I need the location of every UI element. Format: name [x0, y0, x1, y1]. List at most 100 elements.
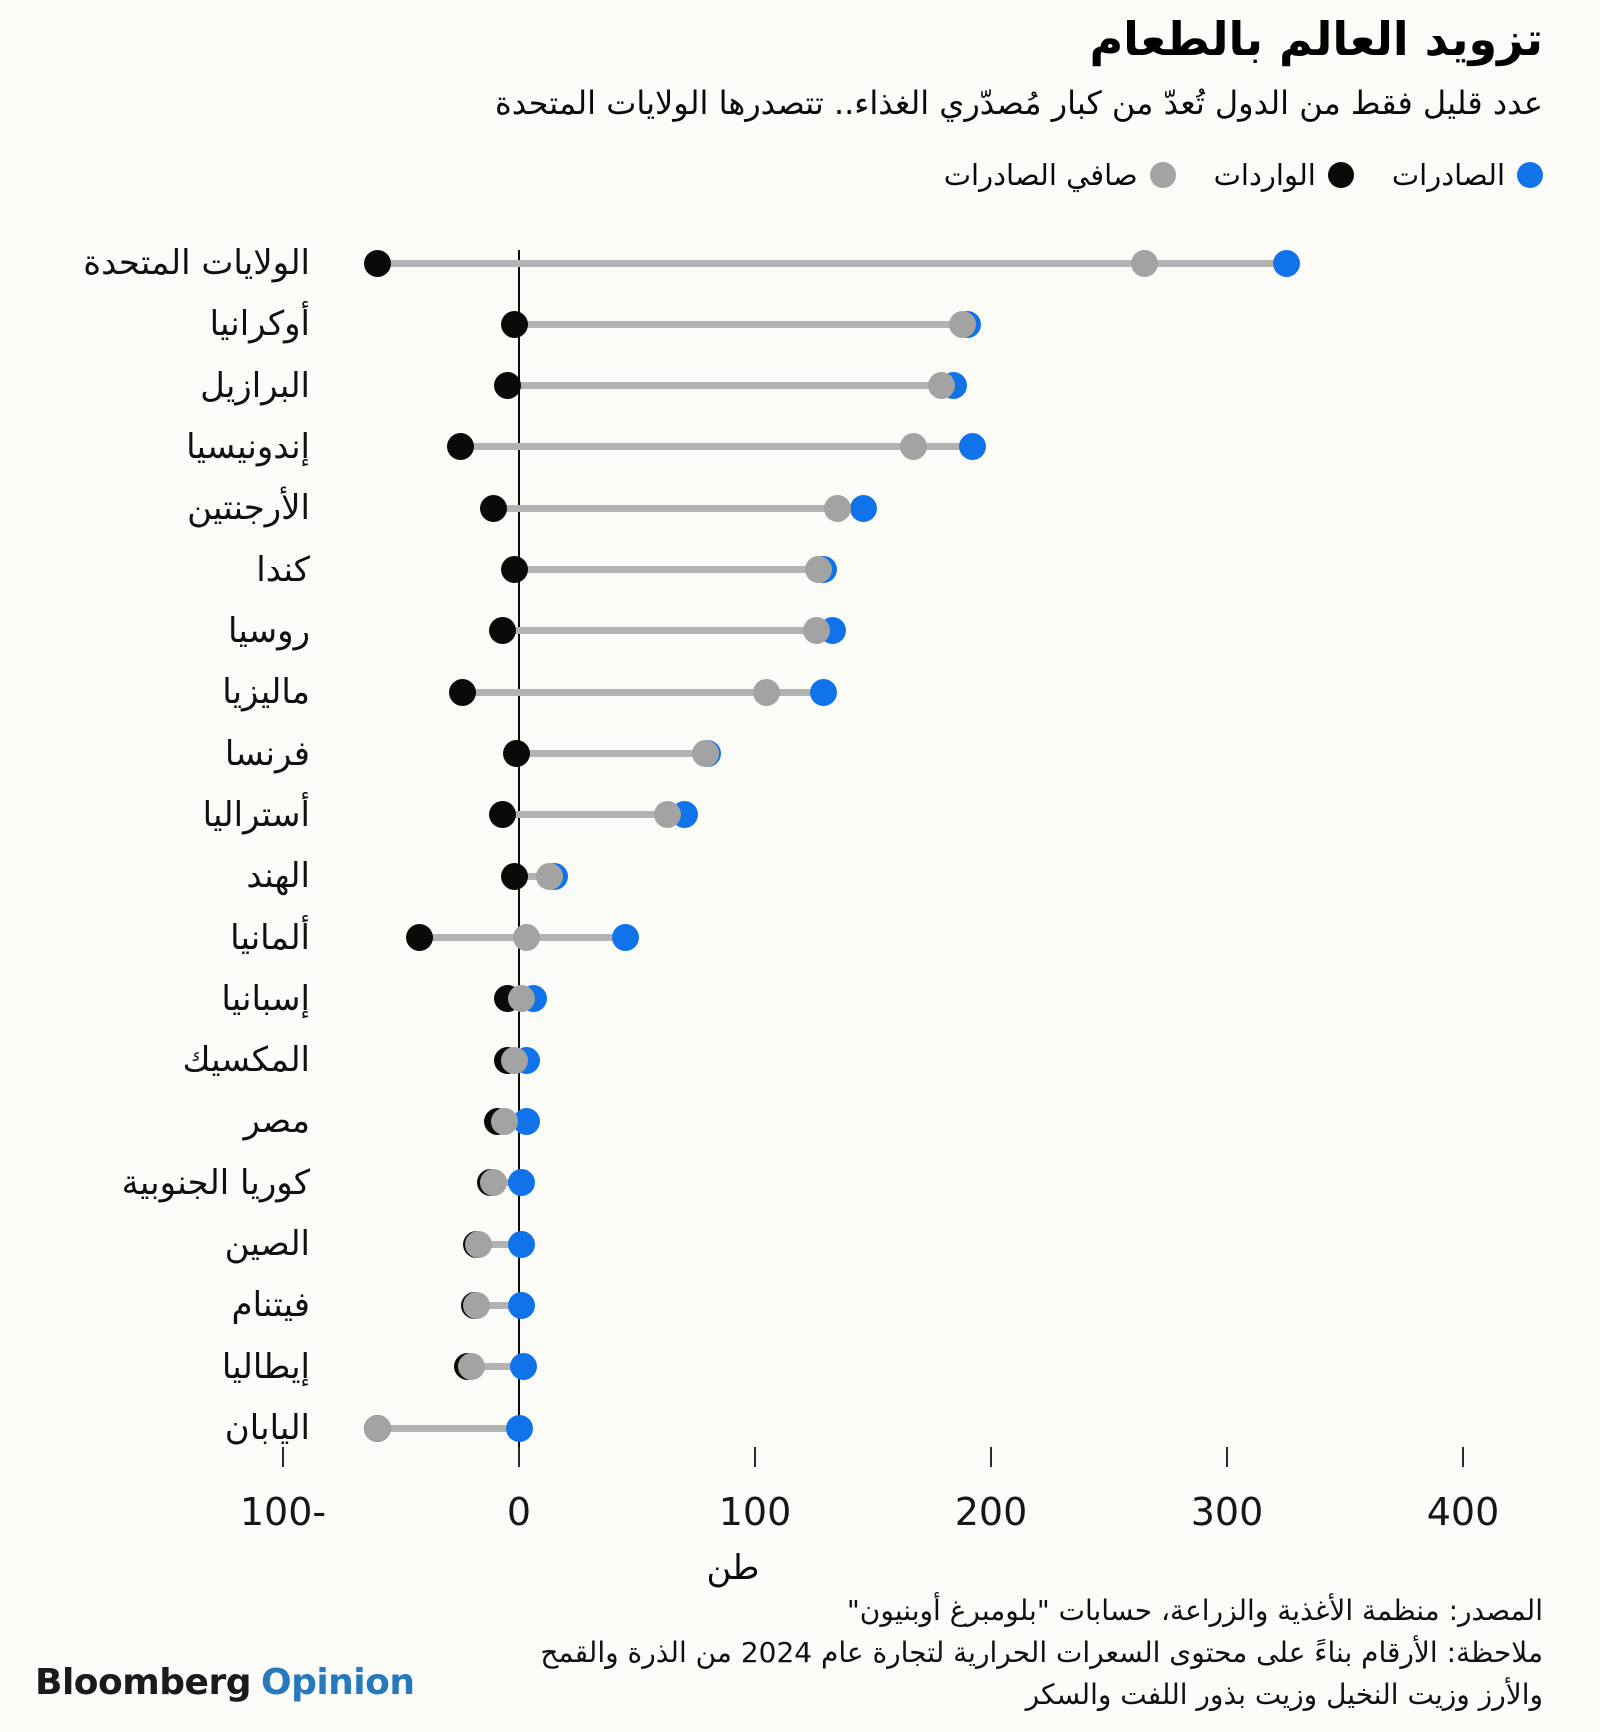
net-dot	[479, 1169, 507, 1197]
stem	[514, 872, 555, 880]
x-tick-label: 400	[1426, 1490, 1500, 1534]
net-dot	[500, 1046, 528, 1074]
country-label: كندا	[256, 549, 310, 590]
country-label: أوكرانيا	[209, 304, 310, 345]
x-tick-label: 100-	[239, 1490, 327, 1534]
footer: المصدر: منظمة الأغذية والزراعة، حسابات "…	[300, 1590, 1543, 1716]
source-note: المصدر: منظمة الأغذية والزراعة، حسابات "…	[846, 1594, 1543, 1627]
country-label: اليابان	[224, 1408, 310, 1449]
legend-label-net-exports: صافي الصادرات	[943, 158, 1138, 192]
legend-label-imports: الواردات	[1213, 158, 1316, 192]
exports-dot	[507, 1230, 535, 1258]
country-label: أستراليا	[202, 794, 310, 835]
stem	[462, 688, 824, 696]
x-axis-title: طن	[706, 1548, 760, 1588]
logo-opinion-text: Opinion	[260, 1662, 415, 1703]
stem	[514, 320, 968, 328]
stem	[502, 811, 685, 819]
net-dot	[654, 801, 682, 829]
net-dot	[927, 372, 955, 400]
net-dot	[507, 985, 535, 1013]
x-tick-label: 0	[506, 1490, 532, 1534]
bloomberg-opinion-logo: Bloomberg Opinion	[35, 1662, 415, 1703]
net-dot	[805, 556, 833, 584]
country-label: ماليزيا	[222, 672, 310, 713]
imports-dot	[446, 433, 474, 461]
x-tick-label: 300	[1190, 1490, 1264, 1534]
country-label: روسيا	[228, 610, 310, 651]
net-dot	[1130, 249, 1158, 277]
country-label: مصر	[243, 1101, 310, 1142]
imports-legend-dot-icon	[1327, 162, 1354, 188]
net-dot	[512, 924, 540, 952]
stem	[460, 443, 973, 451]
net-dot	[802, 617, 830, 645]
legend-item-imports: الواردات	[1214, 158, 1354, 192]
net-exports-legend-dot-icon	[1149, 162, 1176, 188]
imports-dot	[488, 617, 516, 645]
imports-dot	[493, 372, 521, 400]
exports-dot	[505, 1414, 533, 1442]
imports-dot	[500, 310, 528, 338]
country-label: إسبانيا	[221, 978, 310, 1019]
country-label: إيطاليا	[221, 1346, 310, 1387]
country-label: إندونيسيا	[186, 426, 310, 467]
net-dot	[465, 1230, 493, 1258]
exports-dot	[507, 1169, 535, 1197]
x-tick	[517, 1447, 521, 1467]
imports-dot	[500, 556, 528, 584]
x-tick	[753, 1447, 757, 1467]
x-tick	[1225, 1447, 1229, 1467]
exports-dot	[1272, 249, 1300, 277]
zero-axis-line	[517, 250, 521, 1467]
stem	[476, 1240, 522, 1248]
stem	[516, 750, 708, 758]
country-label: ألمانيا	[230, 917, 310, 958]
country-label: الهند	[246, 856, 310, 897]
country-label: الصين	[224, 1224, 310, 1265]
page-title: تزويد العالم بالطعام	[1089, 12, 1543, 66]
legend-label-exports: الصادرات	[1391, 158, 1505, 192]
stem	[493, 504, 864, 512]
net-dot	[949, 310, 977, 338]
exports-dot	[510, 1353, 538, 1381]
x-tick	[1461, 1447, 1465, 1467]
net-dot	[458, 1353, 486, 1381]
net-dot	[491, 1107, 519, 1135]
country-label: المكسيك	[182, 1040, 310, 1081]
x-tick-label: 200	[954, 1490, 1028, 1534]
exports-dot	[507, 1291, 535, 1319]
country-label: فيتنام	[231, 1285, 310, 1326]
x-tick	[281, 1447, 285, 1467]
exports-dot	[611, 924, 639, 952]
stem	[467, 1363, 524, 1371]
subtitle: عدد قليل فقط من الدول تُعدّ من كبار مُصد…	[495, 84, 1543, 122]
country-label: البرازيل	[200, 365, 310, 406]
net-dot	[753, 678, 781, 706]
country-label: كوريا الجنوبية	[121, 1162, 310, 1203]
net-dot	[899, 433, 927, 461]
imports-dot	[503, 740, 531, 768]
net-dot	[463, 1291, 491, 1319]
stem	[377, 259, 1286, 267]
x-tick-label: 100	[718, 1490, 792, 1534]
exports-legend-dot-icon	[1517, 162, 1543, 188]
legend: الصادرات الواردات صافي الصادرات	[944, 158, 1543, 192]
stem	[474, 1301, 522, 1309]
country-label: فرنسا	[224, 733, 310, 774]
country-label: الأرجنتين	[187, 488, 310, 529]
imports-dot	[500, 862, 528, 890]
imports-dot	[363, 249, 391, 277]
methodology-note-line2: والأرز وزيت النخيل وزيت بذور اللفت والسك…	[1025, 1678, 1543, 1711]
imports-dot	[479, 494, 507, 522]
stem	[514, 566, 824, 574]
net-dot	[824, 494, 852, 522]
net-dot	[691, 740, 719, 768]
stem	[502, 627, 833, 635]
country-label: الولايات المتحدة	[83, 243, 310, 283]
exports-dot	[850, 494, 878, 522]
methodology-note-line1: ملاحظة: الأرقام بناءً على محتوى السعرات …	[540, 1636, 1543, 1669]
logo-bloomberg-text: Bloomberg	[35, 1662, 251, 1703]
x-tick	[989, 1447, 993, 1467]
